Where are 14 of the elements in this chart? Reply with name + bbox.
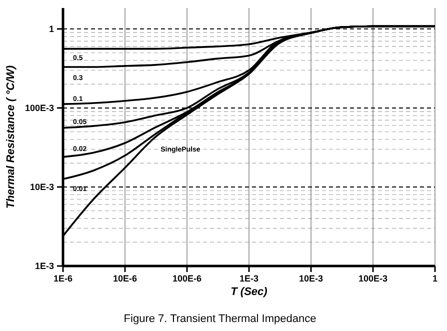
y-tick-label: 1 [48, 24, 54, 34]
x-tick-label: 100E-6 [172, 273, 202, 284]
y-tick-label: 1E-3 [34, 260, 54, 271]
x-tick-label: 100E-3 [358, 273, 388, 284]
caption: Figure 7. Transient Thermal Impedance [124, 313, 316, 325]
x-tick-label: 1E-3 [239, 273, 259, 284]
y-axis-title: Thermal Resistance ( °C/W) [5, 65, 17, 209]
y-tick-label: 100E-3 [24, 102, 54, 113]
x-tick-label: 10E-3 [298, 273, 324, 284]
x-tick-label: 10E-6 [112, 273, 138, 284]
x-tick-label: 1E-6 [53, 273, 73, 284]
y-tick-label: 10E-3 [30, 182, 54, 192]
x-tick-label: 1 [432, 273, 438, 284]
x-axis-title: T (Sec) [230, 286, 268, 298]
